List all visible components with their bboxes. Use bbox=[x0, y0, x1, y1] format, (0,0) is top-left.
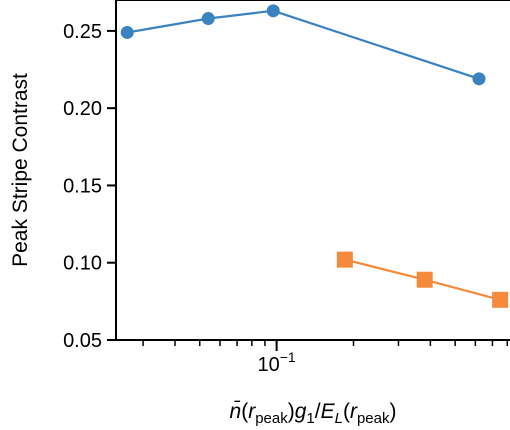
x-label-one: 1 bbox=[306, 410, 314, 427]
data-point bbox=[492, 291, 509, 308]
data-point bbox=[120, 25, 134, 39]
series-1 bbox=[120, 4, 486, 86]
axes bbox=[115, 0, 510, 341]
x-label-rparen-2: ) bbox=[389, 400, 396, 423]
data-point bbox=[416, 271, 433, 288]
x-label-peak-2: peak bbox=[357, 410, 390, 427]
x-axis-label: n̄(rpeak)g1/EL(rpeak) bbox=[230, 400, 397, 427]
x-label-g: g bbox=[295, 400, 307, 423]
x-label-r-2: r bbox=[350, 400, 358, 423]
x-label-r-1: r bbox=[248, 400, 256, 423]
x-label-peak-1: peak bbox=[255, 410, 288, 427]
x-label-L: L bbox=[335, 410, 343, 427]
y-tick-label: 0.25 bbox=[63, 21, 102, 43]
x-label-lparen-2: ( bbox=[343, 400, 350, 423]
data-point bbox=[336, 251, 353, 268]
series-layer bbox=[120, 4, 509, 308]
ticks: 0.05 0.10 0.15 0.20 0.25 10−1 bbox=[63, 21, 509, 376]
data-point bbox=[201, 12, 215, 26]
x-label-lparen-1: ( bbox=[241, 400, 248, 423]
series-line bbox=[127, 9, 480, 80]
x-label-E: E bbox=[321, 400, 336, 423]
series-2 bbox=[336, 251, 509, 308]
y-axis-label: Peak Stripe Contrast bbox=[9, 73, 32, 267]
data-point bbox=[472, 72, 486, 86]
data-point bbox=[266, 4, 280, 18]
x-label-rparen-1: ) bbox=[288, 400, 295, 423]
x-label-nbar: n̄ bbox=[230, 400, 242, 423]
y-tick-label: 0.20 bbox=[63, 98, 102, 120]
y-tick-label: 0.15 bbox=[63, 175, 102, 197]
x-label-slash: / bbox=[315, 400, 321, 423]
y-tick-label: 0.10 bbox=[63, 253, 102, 275]
y-tick-label: 0.05 bbox=[63, 330, 102, 352]
x-tick-label: 10−1 bbox=[258, 349, 296, 376]
